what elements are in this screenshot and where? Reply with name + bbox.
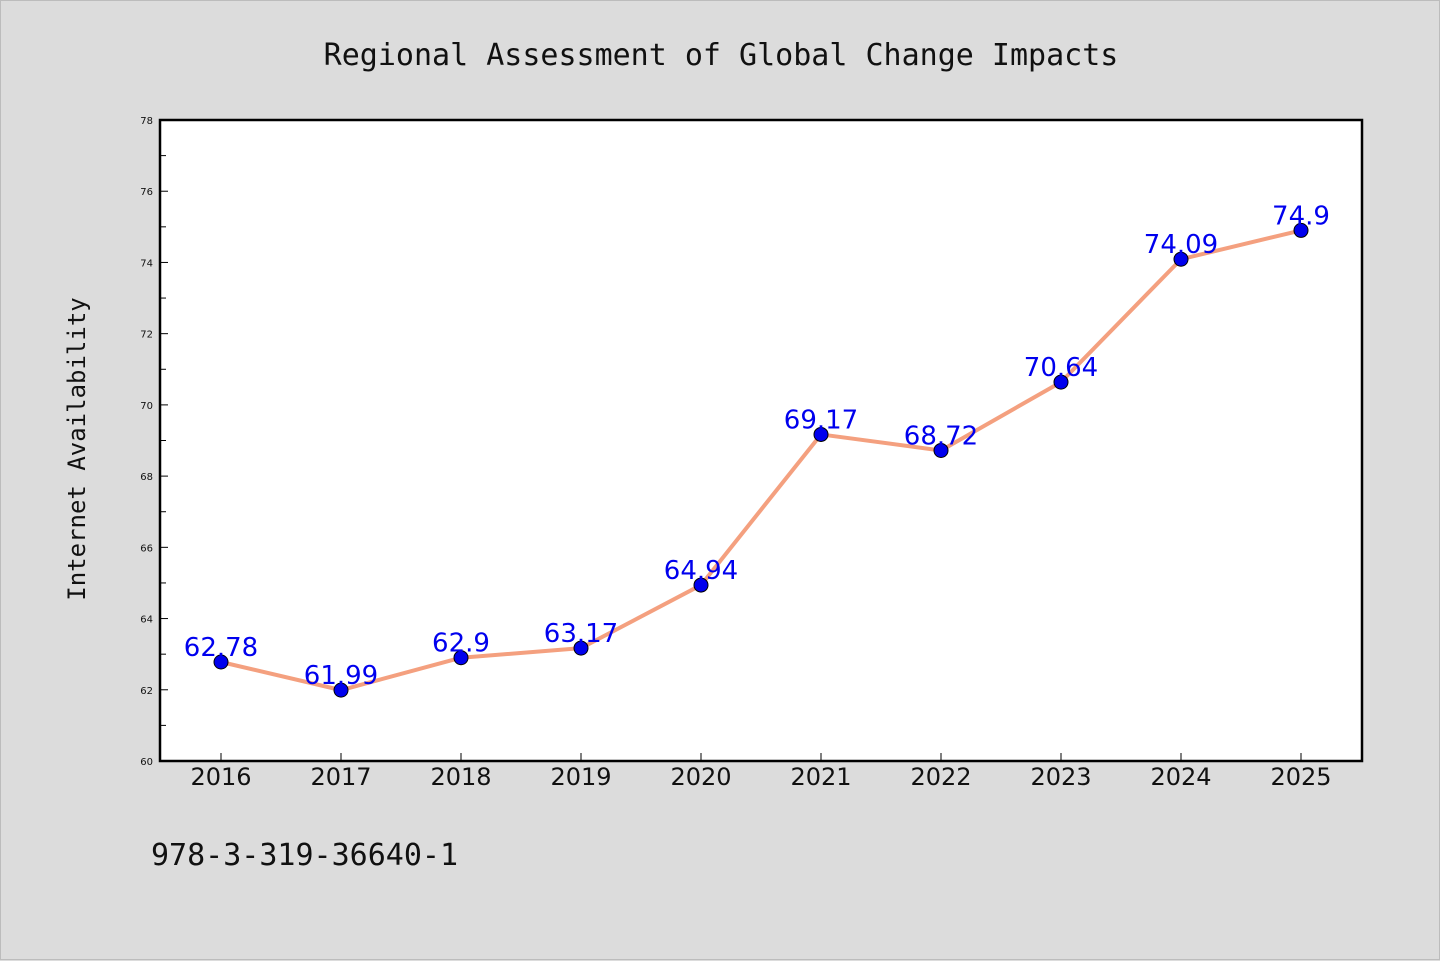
data-point: [1293, 222, 1309, 238]
y-tick-label: 74: [140, 258, 153, 269]
x-tick-label: 2016: [190, 763, 251, 791]
y-tick-label: 76: [140, 187, 153, 198]
x-tick-label: 2022: [910, 763, 971, 791]
data-label: 62.78: [184, 633, 258, 663]
x-tick-label: 2025: [1270, 763, 1331, 791]
isbn-annotation: 978-3-319-36640-1: [151, 838, 458, 873]
y-axis-label: Internet Availability: [63, 297, 91, 600]
data-label: 68.72: [904, 421, 978, 451]
data-point: [573, 640, 589, 656]
data-label: 69.17: [784, 405, 858, 435]
y-tick-label: 62: [140, 686, 153, 697]
x-tick-label: 2021: [790, 763, 851, 791]
data-label: 74.09: [1144, 230, 1218, 260]
chart-title: Regional Assessment of Global Change Imp…: [324, 38, 1119, 73]
data-label: 74.9: [1272, 201, 1330, 231]
plot-area: [160, 120, 1362, 761]
y-tick-label: 68: [140, 472, 153, 483]
x-tick-label: 2023: [1030, 763, 1091, 791]
data-point: [333, 682, 349, 698]
y-tick-label: 60: [140, 757, 153, 768]
data-labels: 62.78 61.99 62.9 63.17 64.94 69.17 68.72 70.64 7…: [184, 201, 1330, 691]
y-tick-label: 66: [140, 543, 153, 554]
x-tick-label: 2020: [670, 763, 731, 791]
series-line: [219, 228, 1303, 693]
data-point: [693, 577, 709, 593]
y-axis: 60 62 64 66 68 70 72 74 76 78: [140, 116, 168, 768]
data-label: 64.94: [664, 556, 738, 586]
data-point: [1053, 374, 1069, 390]
x-tick-label: 2017: [310, 763, 371, 791]
data-label: 70.64: [1024, 353, 1098, 383]
y-tick-label: 64: [140, 615, 153, 626]
x-axis: 2016 2017 2018 2019 2020 2021 2022 2023 2024 2025: [190, 753, 1332, 791]
data-points: [213, 222, 1309, 698]
data-point: [933, 442, 949, 458]
data-point: [1173, 251, 1189, 267]
data-point: [453, 650, 469, 666]
x-tick-label: 2018: [430, 763, 491, 791]
data-point: [813, 426, 829, 442]
data-label: 61.99: [304, 661, 378, 691]
data-point: [213, 654, 229, 670]
y-tick-label: 78: [140, 116, 153, 127]
x-tick-label: 2024: [1150, 763, 1211, 791]
data-label: 63.17: [544, 619, 618, 649]
y-tick-label: 72: [140, 330, 153, 341]
plot-frame: [158, 118, 1364, 763]
data-label: 62.9: [432, 629, 490, 659]
y-tick-label: 70: [140, 401, 153, 412]
x-tick-label: 2019: [550, 763, 611, 791]
